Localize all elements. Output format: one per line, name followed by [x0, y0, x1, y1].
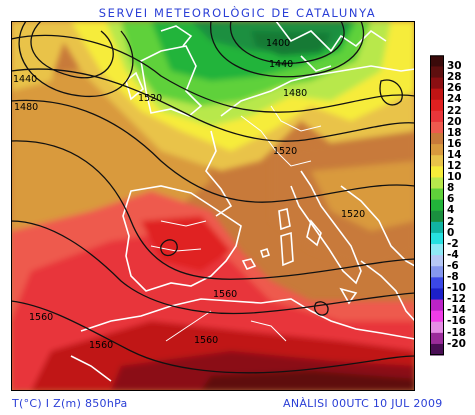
legend-swatch — [430, 188, 444, 201]
legend-swatch — [430, 232, 444, 245]
variable-label: T(°C) I Z(m) 850hPa — [12, 397, 128, 410]
legend-swatch — [430, 121, 444, 134]
contour-label-group: 1440 1480 1400 1440 1520 1480 1520 1520 … — [13, 38, 365, 351]
legend-label: 8 — [447, 182, 455, 195]
contour-label: 1560 — [213, 289, 237, 300]
legend-label: -10 — [447, 282, 466, 295]
legend-label: -18 — [447, 326, 466, 339]
legend-label: 12 — [447, 160, 462, 172]
legend-swatch — [430, 66, 444, 79]
contour-label: 1440 — [269, 59, 293, 70]
contour-label: 1520 — [273, 146, 297, 157]
legend-swatch — [430, 321, 444, 334]
legend-swatch — [430, 266, 444, 278]
contour-label: 1560 — [194, 335, 218, 346]
legend-label: -20 — [447, 337, 466, 350]
legend-swatch — [430, 255, 444, 267]
legend-label: -4 — [447, 248, 459, 261]
contour-label: 1520 — [138, 93, 162, 104]
legend-frame — [430, 55, 444, 356]
legend-label: 2 — [447, 215, 455, 228]
contour-label: 1480 — [14, 102, 38, 113]
legend-swatch — [430, 343, 444, 356]
legend-swatch — [430, 177, 444, 190]
legend-label: -16 — [447, 315, 466, 328]
analysis-label: ANÀLISI 00UTC 10 JUL 2009 — [283, 397, 443, 410]
legend-label: -6 — [447, 259, 459, 272]
weather-map: 1440 1480 1400 1440 1520 1480 1520 1520 … — [11, 21, 415, 391]
legend-swatch — [430, 277, 444, 289]
legend-label: -12 — [447, 293, 466, 306]
legend-label: 28 — [447, 71, 462, 84]
legend-swatch — [430, 310, 444, 323]
legend-swatch — [430, 133, 444, 145]
legend-label: 16 — [447, 137, 462, 150]
legend-label: 4 — [447, 204, 455, 217]
legend-swatch — [430, 155, 444, 167]
legend-swatch — [430, 210, 444, 223]
legend-label: -14 — [447, 304, 466, 317]
legend-label: 6 — [447, 193, 455, 206]
legend-swatch — [430, 99, 444, 112]
legend-swatch — [430, 199, 444, 212]
legend-swatch — [430, 332, 444, 345]
legend-label: 24 — [447, 93, 462, 106]
temperature-bands — [11, 21, 415, 391]
title-text: SERVEI METEOROLÒGIC DE CATALUNYA — [98, 6, 377, 20]
legend-swatch — [430, 166, 444, 178]
legend-label: 26 — [447, 82, 462, 95]
legend-swatch — [430, 288, 444, 301]
legend-swatch — [430, 244, 444, 256]
legend-label: -2 — [447, 237, 459, 250]
legend-swatch — [430, 88, 444, 101]
contour-label: 1560 — [89, 340, 113, 351]
legend-swatch — [430, 299, 444, 312]
contour-label: 1480 — [283, 88, 307, 99]
legend-swatch — [430, 77, 444, 90]
coastlines — [70, 21, 415, 382]
legend-label: 30 — [447, 60, 462, 73]
legend-swatch — [430, 144, 444, 156]
contour-label: 1520 — [341, 209, 365, 220]
contour-label: 1560 — [29, 312, 53, 323]
map-frame — [11, 21, 415, 391]
page-title: SERVEI METEOROLÒGIC DE CATALUNYA — [0, 2, 475, 21]
legend-swatch — [430, 110, 444, 123]
legend-label: 20 — [447, 115, 462, 128]
legend-label: 14 — [447, 148, 462, 161]
legend-label: 10 — [447, 171, 462, 184]
contour-label: 1400 — [266, 38, 290, 49]
legend-label: 22 — [447, 104, 462, 117]
geopotential-contours — [11, 21, 415, 374]
legend-swatch — [430, 55, 444, 67]
legend-label: 0 — [447, 226, 455, 239]
legend-swatch — [430, 221, 444, 234]
temperature-legend — [430, 55, 444, 356]
legend-label: 18 — [447, 126, 462, 139]
legend-label: -8 — [447, 271, 459, 283]
contour-label: 1440 — [13, 74, 37, 85]
